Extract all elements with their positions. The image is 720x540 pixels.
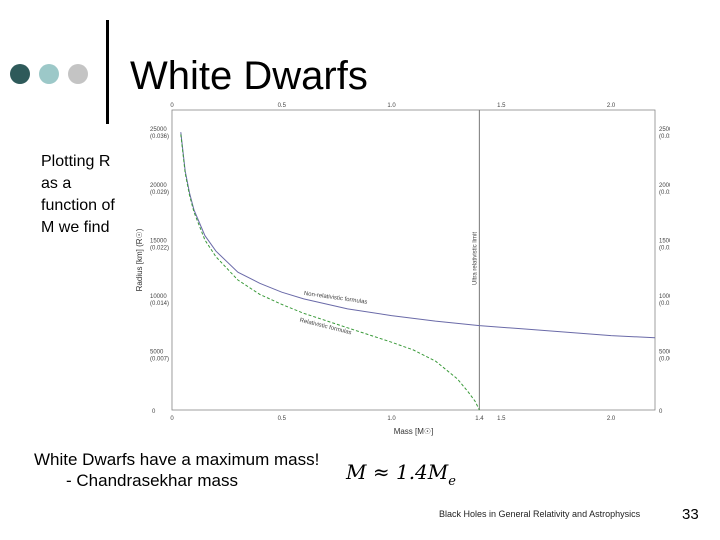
y-tick-left-solar: (0.014) <box>150 301 169 307</box>
chandrasekhar-text: - Chandrasekhar mass <box>66 471 238 490</box>
y-tick-left-label: 10000 <box>150 294 167 300</box>
nonrelativistic-curve <box>180 132 656 339</box>
formula-subscript: e <box>448 474 456 489</box>
y-tick-left-label: 25000 <box>150 127 167 133</box>
y-tick-right-label: 5000 <box>659 349 670 355</box>
x-tick-top-label: 0 <box>170 103 174 109</box>
x-tick-bottom-label: 0.5 <box>278 416 287 422</box>
y-tick-left-solar: (0.036) <box>150 134 169 140</box>
y-tick-left-label: 20000 <box>150 183 167 189</box>
x-axis-label: Mass [M☉] <box>394 427 434 436</box>
y-tick-right-solar: (0.036) <box>659 134 670 140</box>
y-tick-left-label: 15000 <box>150 238 167 244</box>
x-tick-bottom-label: 1.0 <box>387 416 396 422</box>
y-tick-right-solar: (0.029) <box>659 190 670 196</box>
slide-title: White Dwarfs <box>130 54 368 98</box>
y-tick-left-solar: (0.007) <box>150 356 169 362</box>
y-tick-right-label: 20000 <box>659 183 670 189</box>
y-tick-right-solar: (0.007) <box>659 356 670 362</box>
x-tick-top-label: 0.5 <box>278 103 287 109</box>
decor-dot-2 <box>39 64 59 84</box>
x-tick-bottom-label: 0 <box>170 416 174 422</box>
y-tick-left-label: 5000 <box>150 349 164 355</box>
x-tick-top-label: 1.5 <box>497 103 506 109</box>
footer-text: Black Holes in General Relativity and As… <box>439 509 641 519</box>
x-tick-top-label: 2.0 <box>607 103 616 109</box>
origin-left-label: 0 <box>152 409 156 415</box>
chart-series <box>180 132 656 411</box>
chandrasekhar-formula: M ≈ 1.4Me <box>346 460 456 489</box>
x-tick-bottom-label: 1.5 <box>497 416 506 422</box>
formula-approx: ≈ <box>372 460 390 484</box>
y-tick-left-solar: (0.029) <box>150 190 169 196</box>
y-tick-right-label: 15000 <box>659 238 670 244</box>
chart-axes <box>171 109 656 411</box>
x-tick-bottom-label: 1.4 <box>475 416 484 422</box>
decor-dot-1 <box>10 64 30 84</box>
x-tick-top-label: 1.0 <box>387 103 396 109</box>
formula-rhs: 1.4M <box>395 460 449 484</box>
origin-right-label: 0 <box>659 409 663 415</box>
formula-lhs: M <box>346 460 367 484</box>
x-tick-bottom-label: 2.0 <box>607 416 616 422</box>
max-mass-text: White Dwarfs have a maximum mass! <box>34 450 320 469</box>
title-divider <box>106 20 109 124</box>
ultra-relativistic-limit-label: Ultra relativistic limit <box>472 232 478 285</box>
plot-frame <box>171 109 656 411</box>
mass-radius-chart: 0 0.5 1.0 1.5 2.00 0.5 1.0 1.4 1.5 2.025000(0.036… <box>135 103 670 436</box>
y-tick-right-solar: (0.014) <box>659 301 670 307</box>
relativistic-curve <box>180 134 480 411</box>
y-tick-left-solar: (0.022) <box>150 245 169 251</box>
page-number: 33 <box>682 506 699 523</box>
side-text: Plotting R as a function of M we find <box>41 153 115 236</box>
y-tick-right-label: 10000 <box>659 294 670 300</box>
y-tick-right-solar: (0.022) <box>659 245 670 251</box>
decor-dot-3 <box>68 64 88 84</box>
y-axis-label: Radius [km] (R☉) <box>135 228 144 291</box>
y-tick-right-label: 25000 <box>659 127 670 133</box>
